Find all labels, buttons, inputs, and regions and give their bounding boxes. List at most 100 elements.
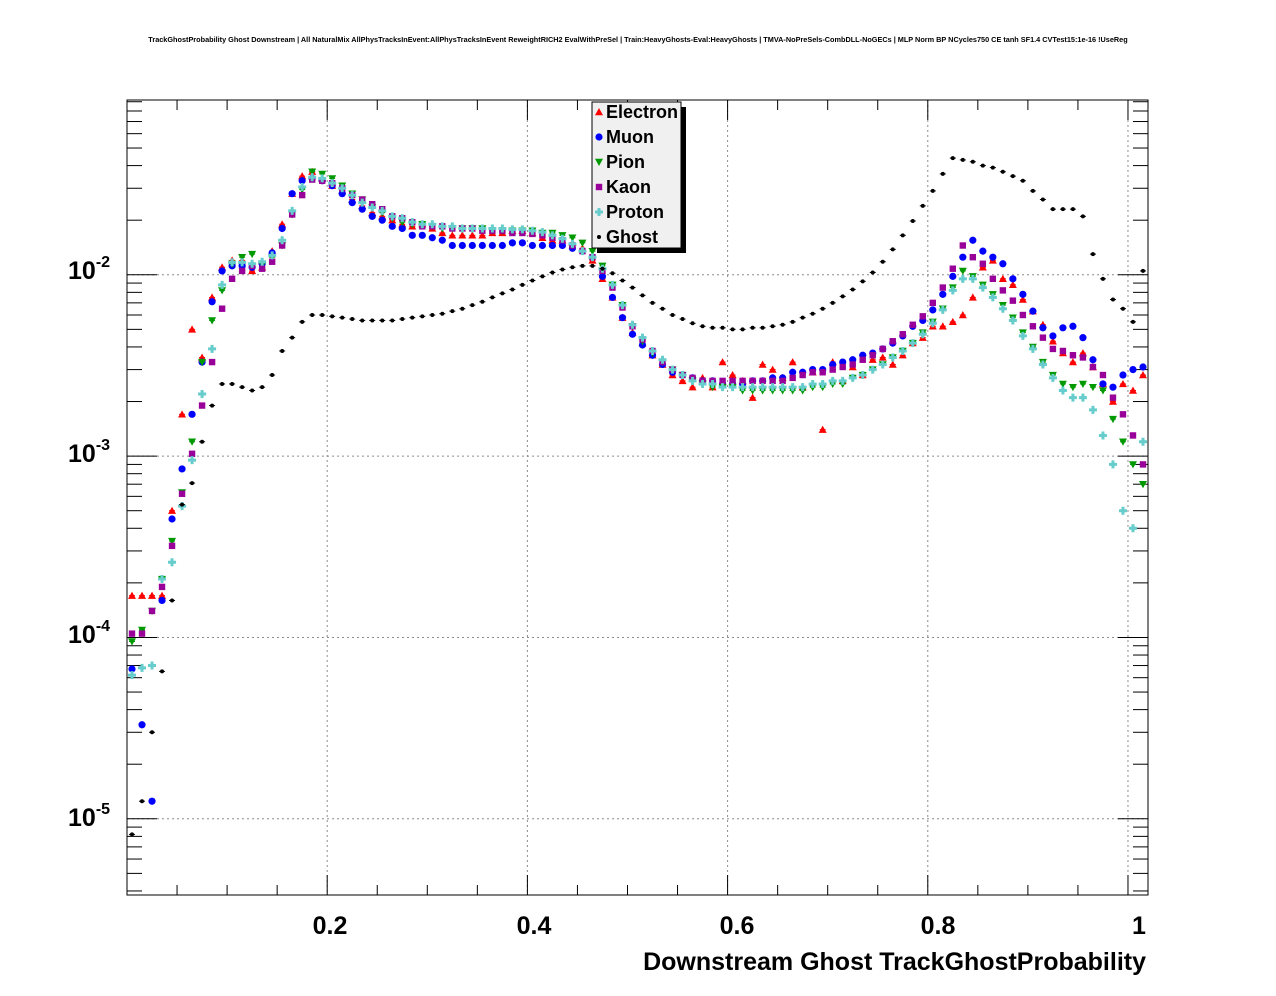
data-point (1020, 178, 1025, 183)
data-point (128, 630, 136, 637)
data-point (128, 671, 137, 680)
data-point (158, 575, 167, 584)
data-point (628, 330, 637, 338)
data-point (879, 345, 886, 353)
data-point (308, 173, 317, 182)
data-point (428, 234, 436, 242)
data-point (478, 224, 487, 233)
data-point (960, 157, 965, 162)
data-point (478, 231, 487, 239)
data-point (648, 346, 657, 355)
data-point (980, 163, 985, 168)
data-point (1039, 334, 1047, 341)
data-point (919, 313, 926, 320)
data-point (820, 306, 825, 311)
data-point (839, 363, 846, 371)
data-point (718, 358, 727, 366)
data-point (1119, 371, 1127, 379)
data-point (230, 381, 235, 386)
data-point (949, 272, 957, 280)
data-point (1098, 431, 1107, 440)
data-point (238, 254, 247, 262)
data-point (320, 313, 325, 318)
y-tick-labels: 10-2 10-3 10-4 10-5 (68, 254, 110, 832)
data-point (400, 317, 405, 322)
data-point (568, 234, 577, 242)
data-point (288, 190, 296, 198)
series-proton (128, 173, 1147, 680)
data-point (360, 318, 365, 323)
data-point (1030, 188, 1035, 193)
data-point (818, 379, 827, 388)
data-point (358, 205, 366, 213)
data-point (909, 321, 916, 328)
data-point (1059, 324, 1067, 332)
data-point (928, 319, 937, 328)
data-point (280, 348, 285, 353)
data-point (278, 224, 286, 233)
data-point (1019, 290, 1027, 298)
data-point (618, 314, 627, 322)
data-point (270, 373, 275, 378)
data-point (878, 360, 887, 369)
data-point (1049, 332, 1057, 340)
data-point (888, 360, 897, 368)
data-point (188, 438, 197, 446)
data-point (380, 318, 385, 323)
data-point (1118, 506, 1127, 515)
data-point (418, 231, 426, 239)
data-point (410, 315, 415, 320)
x-tick-label: 0.6 (720, 912, 755, 940)
data-point (398, 224, 406, 233)
legend-marker (595, 183, 603, 191)
data-point (688, 376, 697, 385)
data-point (1068, 358, 1077, 366)
data-point (1059, 347, 1067, 355)
data-point (898, 346, 907, 355)
data-point (460, 306, 465, 311)
data-point (208, 317, 217, 325)
data-point (578, 239, 587, 247)
data-point (829, 360, 837, 369)
data-point (1128, 386, 1137, 394)
data-point (680, 317, 685, 322)
data-point (1090, 252, 1095, 257)
data-point (288, 206, 297, 215)
data-point (929, 299, 936, 307)
data-point (810, 311, 815, 316)
data-point (490, 295, 495, 300)
data-point (348, 199, 356, 207)
data-point (190, 481, 195, 486)
data-point (858, 371, 867, 380)
data-point (798, 383, 807, 392)
data-point (1028, 344, 1037, 353)
data-point (999, 287, 1007, 294)
data-point (550, 270, 555, 275)
y-tick-label: 10-3 (68, 437, 110, 468)
data-point (158, 596, 166, 605)
data-point (498, 224, 507, 233)
data-point (128, 638, 137, 646)
data-point (959, 253, 967, 261)
x-tick-label: 0.4 (517, 912, 552, 940)
data-point (850, 287, 855, 292)
data-point (388, 212, 397, 221)
data-point (739, 377, 746, 385)
x-tick-label: 0.2 (313, 912, 348, 940)
data-point (160, 669, 165, 674)
data-point (1008, 316, 1017, 325)
data-point (290, 335, 295, 340)
data-point (228, 258, 237, 267)
data-point (660, 306, 665, 311)
data-point (1040, 197, 1045, 202)
data-point (588, 247, 597, 256)
data-point (719, 377, 726, 385)
data-point (250, 388, 255, 393)
data-point (1119, 411, 1127, 418)
data-point (1018, 331, 1027, 340)
data-point (278, 236, 287, 245)
data-point (778, 383, 787, 392)
axis-ticks (126, 100, 1148, 895)
data-point (368, 212, 376, 220)
data-point (978, 283, 987, 292)
